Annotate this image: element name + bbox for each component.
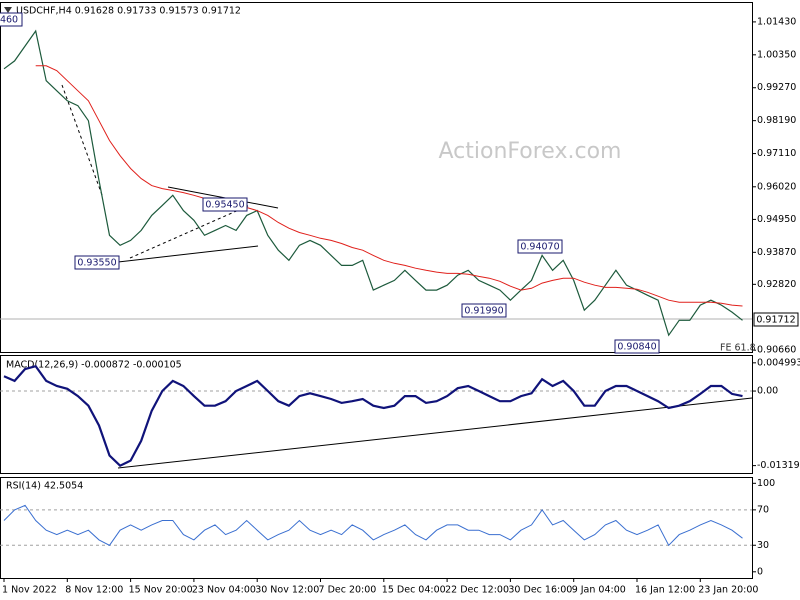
y-tick-label: 0.97110 bbox=[757, 148, 796, 159]
y-tick-label: 0.92820 bbox=[757, 279, 796, 290]
trend-line bbox=[129, 204, 251, 259]
annotation: 0.95450 bbox=[205, 200, 244, 211]
annotation: 460 bbox=[0, 15, 18, 26]
macd-trend-line bbox=[117, 397, 753, 469]
last-price-label: 0.91712 bbox=[756, 315, 795, 326]
y-tick-label: 0.004993 bbox=[757, 357, 800, 368]
annotation-box bbox=[517, 239, 563, 254]
series-line bbox=[3, 364, 743, 468]
trend-line bbox=[61, 84, 103, 196]
y-tick-label: 30 bbox=[757, 540, 769, 551]
annotation: 0.90840 bbox=[617, 342, 656, 353]
y-tick-label: 1.00350 bbox=[757, 49, 796, 60]
y-tick-label: 0.94950 bbox=[757, 214, 796, 225]
annotation-box bbox=[202, 197, 248, 212]
x-tick-label: 15 Nov 20:00 bbox=[129, 585, 193, 596]
y-tick-label: 0.98190 bbox=[757, 115, 796, 126]
x-tick-label: 1 Nov 2022 bbox=[2, 585, 57, 596]
price-header: USDCHF,H4 0.91628 0.91733 0.91573 0.9171… bbox=[16, 6, 241, 17]
macd-panel bbox=[0, 355, 753, 474]
x-tick-label: 30 Dec 16:00 bbox=[508, 585, 572, 596]
x-tick-label: 30 Nov 12:00 bbox=[255, 585, 319, 596]
x-tick-label: 7 Dec 20:00 bbox=[319, 585, 377, 596]
x-tick-label: 23 Nov 04:00 bbox=[192, 585, 256, 596]
series-line bbox=[3, 29, 743, 337]
series-line bbox=[3, 504, 743, 547]
macd-header: MACD(12,26,9) -0.000872 -0.000105 bbox=[6, 360, 182, 371]
annotation: 0.94070 bbox=[520, 242, 559, 253]
x-tick-label: 8 Nov 12:00 bbox=[65, 585, 123, 596]
rsi-panel bbox=[0, 477, 753, 579]
annotation-box bbox=[614, 339, 660, 354]
y-tick-label: -0.013193 bbox=[757, 460, 800, 471]
menu-icon bbox=[4, 7, 12, 13]
x-tick-label: 22 Dec 12:00 bbox=[445, 585, 509, 596]
x-tick-label: 15 Dec 04:00 bbox=[382, 585, 446, 596]
y-tick-label: 0.93870 bbox=[757, 247, 796, 258]
annotation-box bbox=[74, 255, 120, 270]
x-tick-label: 23 Jan 20:00 bbox=[698, 585, 758, 596]
y-tick-label: 70 bbox=[757, 504, 769, 515]
y-tick-label: 0.90660 bbox=[757, 345, 796, 356]
y-tick-label: 1.01430 bbox=[757, 16, 796, 27]
y-tick-label: 0.96020 bbox=[757, 181, 796, 192]
annotation-box bbox=[461, 303, 507, 318]
series-line bbox=[35, 65, 743, 307]
annotation: 0.91990 bbox=[464, 306, 503, 317]
y-tick-label: 100 bbox=[757, 478, 775, 489]
annotation: FE 61.8 bbox=[720, 343, 756, 354]
rsi-header: RSI(14) 42.5054 bbox=[6, 481, 83, 492]
annotation: 0.93550 bbox=[77, 258, 116, 269]
price-panel bbox=[0, 2, 753, 353]
y-tick-label: 0 bbox=[757, 566, 763, 577]
x-tick-label: 16 Jan 12:00 bbox=[635, 585, 695, 596]
annotation-box bbox=[0, 12, 23, 27]
x-tick-label: 9 Jan 04:00 bbox=[572, 585, 626, 596]
trend-line bbox=[117, 245, 259, 263]
y-tick-label: 0.00 bbox=[757, 386, 778, 397]
last-price-box bbox=[753, 312, 799, 327]
watermark: ActionForex.com bbox=[439, 139, 622, 164]
y-tick-label: 0.99270 bbox=[757, 82, 796, 93]
